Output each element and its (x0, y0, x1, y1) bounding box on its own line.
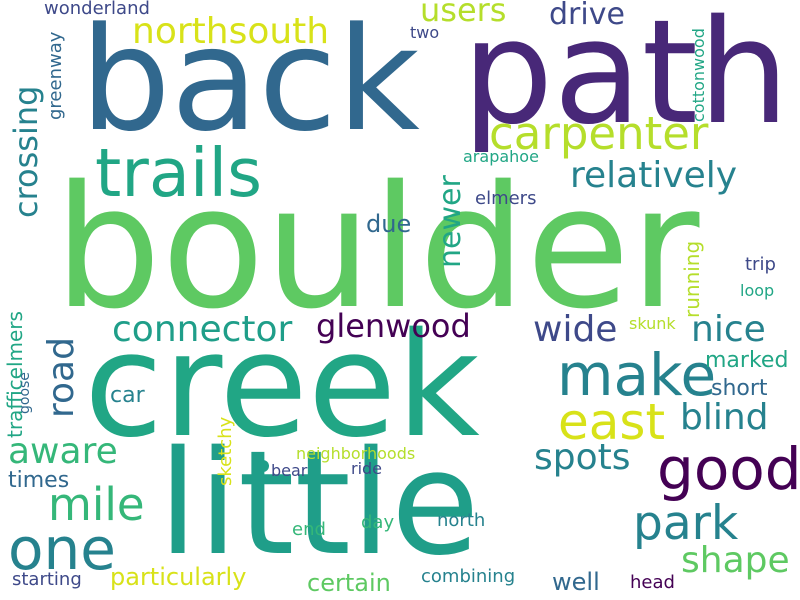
word-make: make (557, 341, 717, 409)
word-times: times (8, 468, 70, 493)
word-two: two (410, 23, 440, 42)
word-cottonwood: cottonwood (689, 28, 708, 122)
word-connector: connector (112, 309, 293, 350)
word-good: good (657, 435, 800, 503)
word-elmers: elmers (475, 188, 537, 209)
word-skunk: skunk (629, 314, 676, 333)
word-users: users (420, 0, 507, 29)
word-carpenter: carpenter (489, 107, 709, 160)
word-well: well (552, 568, 600, 596)
word-mile: mile (48, 478, 145, 531)
word-trails: trails (95, 134, 263, 212)
word-road: road (41, 337, 82, 418)
word-path: path (462, 0, 790, 156)
word-little: little (158, 419, 480, 587)
word-aware: aware (8, 431, 118, 472)
word-one: one (8, 515, 116, 583)
word-wonderland: wonderland (44, 0, 150, 19)
word-neighborhoods: neighborhoods (296, 444, 416, 463)
word-end: end (292, 519, 326, 540)
dot-mark (257, 460, 269, 472)
word-glenwood: glenwood (316, 307, 471, 345)
word-due: due (366, 210, 412, 238)
word-bear: bear (271, 461, 308, 480)
word-starting: starting (12, 569, 82, 590)
word-blind: blind (680, 397, 769, 438)
word-car: car (110, 383, 145, 408)
word-sketchy: sketchy (215, 416, 236, 486)
word-north: north (437, 510, 486, 531)
word-nice: nice (691, 309, 766, 350)
word-boulder: boulder (54, 149, 700, 346)
word-creek: creek (84, 301, 480, 469)
word-newer: newer (433, 175, 468, 268)
word-greenway: greenway (45, 31, 66, 120)
word-ride: ride (351, 459, 383, 478)
word-day: day (361, 512, 395, 533)
word-shape: shape (681, 540, 790, 581)
word-crossing: crossing (7, 85, 45, 218)
word-east: east (558, 393, 666, 451)
word-relatively: relatively (570, 155, 738, 196)
word-loop: loop (740, 281, 775, 300)
word-short: short (711, 376, 768, 401)
word-trip: trip (745, 254, 776, 275)
word-drive: drive (549, 0, 625, 32)
word-particularly: particularly (110, 563, 247, 591)
word-arapahoe: arapahoe (463, 147, 539, 166)
word-head: head (630, 572, 675, 593)
word-back: back (80, 0, 420, 163)
word-northsouth: northsouth (132, 11, 330, 52)
word-marked: marked (705, 348, 789, 373)
word-certain: certain (307, 569, 391, 597)
word-running: running (680, 240, 704, 318)
word-wide: wide (533, 309, 618, 350)
word-goose: goose (17, 372, 33, 414)
word-spots: spots (534, 437, 631, 478)
word-combining: combining (421, 566, 516, 587)
word-park: park (633, 496, 739, 551)
